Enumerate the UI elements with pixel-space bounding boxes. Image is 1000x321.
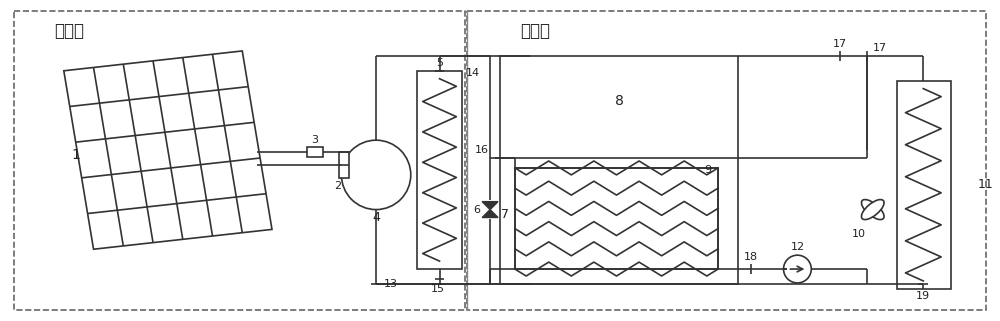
Text: 1: 1: [71, 148, 80, 162]
Bar: [500, 56, 738, 284]
Text: 2: 2: [334, 181, 341, 191]
Text: 4: 4: [372, 211, 380, 224]
Text: 14: 14: [466, 68, 480, 78]
Bar: [467, 11, 986, 310]
Bar: [339, 152, 349, 178]
Text: 6: 6: [473, 204, 480, 214]
Bar: [14, 11, 465, 310]
Text: 12: 12: [790, 242, 804, 252]
Text: 3: 3: [311, 135, 318, 145]
Text: 10: 10: [852, 230, 866, 239]
Bar: [417, 71, 462, 269]
Text: 室外侧: 室外侧: [54, 22, 84, 40]
Bar: [897, 81, 951, 289]
Text: 室内侧: 室内侧: [520, 22, 550, 40]
Ellipse shape: [861, 200, 884, 220]
Text: 7: 7: [501, 208, 509, 221]
Text: 18: 18: [744, 252, 758, 262]
Text: 5: 5: [436, 58, 443, 68]
Text: 16: 16: [475, 145, 489, 155]
Text: 9: 9: [705, 165, 712, 175]
Bar: [307, 147, 323, 157]
Polygon shape: [482, 202, 498, 210]
Text: 17: 17: [873, 43, 887, 53]
Text: 11: 11: [978, 178, 994, 191]
Text: 15: 15: [431, 284, 445, 294]
Text: 13: 13: [384, 279, 398, 289]
Ellipse shape: [861, 200, 884, 220]
Text: 17: 17: [833, 39, 847, 49]
Polygon shape: [482, 210, 498, 218]
Text: 8: 8: [615, 93, 623, 108]
Text: 19: 19: [916, 291, 930, 301]
Bar: [515, 168, 718, 269]
